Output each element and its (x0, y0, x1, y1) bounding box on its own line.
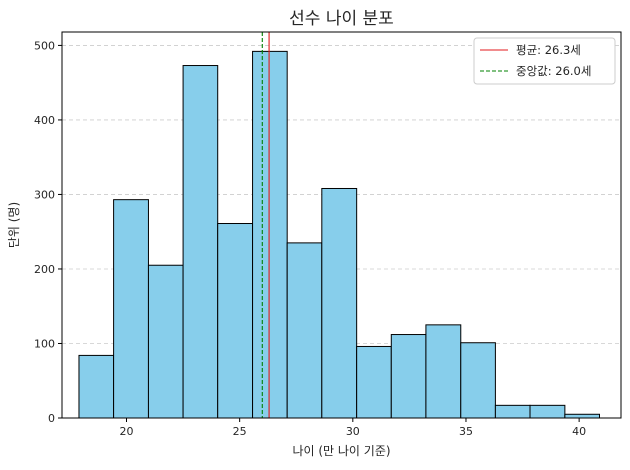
legend: 평균: 26.3세 중앙값: 26.0세 (474, 38, 615, 84)
histogram-bar-1 (114, 200, 149, 418)
legend-label-mean: 평균: 26.3세 (516, 43, 581, 57)
histogram-bar-7 (322, 188, 357, 418)
y-tick-label-1: 100 (34, 337, 55, 350)
y-axis-label: 단위 (명) (7, 202, 21, 248)
x-axis-ticks: 20 25 30 35 40 (120, 418, 587, 438)
histogram-bar-14 (565, 414, 600, 418)
y-axis-ticks: 0 100 200 300 400 500 (34, 39, 62, 425)
histogram-bar-4 (218, 224, 253, 418)
histogram-bar-6 (287, 243, 322, 418)
y-tick-label-5: 500 (34, 39, 55, 52)
histogram-bar-5 (253, 51, 288, 418)
legend-label-median: 중앙값: 26.0세 (516, 64, 591, 78)
histogram-bar-3 (183, 66, 218, 418)
y-tick-label-4: 400 (34, 114, 55, 127)
histogram-bar-11 (461, 343, 496, 418)
chart-title: 선수 나이 분포 (289, 9, 394, 29)
histogram-bar-10 (426, 325, 461, 418)
y-tick-label-3: 300 (34, 188, 55, 201)
x-tick-label-0: 20 (120, 425, 134, 438)
y-tick-label-0: 0 (48, 412, 55, 425)
x-tick-label-1: 25 (233, 425, 247, 438)
histogram-bar-12 (495, 405, 530, 418)
histogram-bar-0 (79, 355, 114, 418)
x-tick-label-4: 40 (572, 425, 586, 438)
histogram-bars (79, 51, 600, 418)
histogram-bar-2 (148, 265, 183, 418)
histogram-bar-13 (530, 405, 565, 418)
x-tick-label-3: 35 (459, 425, 473, 438)
histogram-bar-8 (357, 346, 392, 418)
x-axis-label: 나이 (만 나이 기준) (292, 444, 390, 458)
x-tick-label-2: 30 (346, 425, 360, 438)
histogram-bar-9 (391, 335, 426, 418)
y-tick-label-2: 200 (34, 263, 55, 276)
